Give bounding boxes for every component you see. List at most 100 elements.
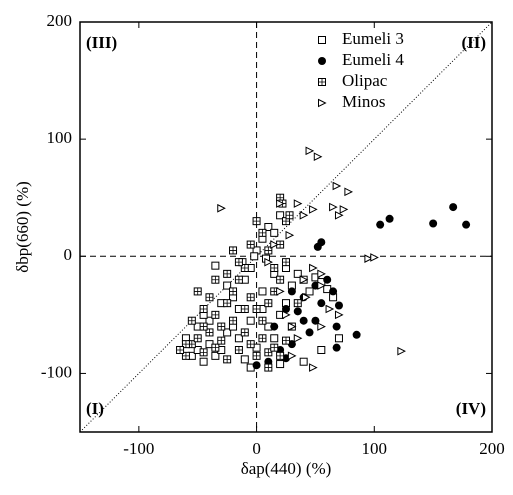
point-cross [205,328,213,336]
point [276,275,285,284]
point [305,146,315,156]
point [276,351,285,360]
point-cross [258,334,266,342]
point-cross [264,364,272,372]
point [176,346,185,354]
point-cross [270,264,278,272]
point [234,334,243,343]
legend-label: Minos [342,92,385,111]
point [211,310,220,319]
point-cross [229,287,237,295]
point-cross [205,293,213,301]
point-cross [200,323,208,331]
point [258,334,267,343]
point [325,304,335,314]
point [318,78,326,86]
point-cross [235,276,243,284]
point [258,316,267,325]
point [318,57,326,65]
point [264,223,273,231]
point [211,351,220,360]
point-cross [264,246,272,254]
point [229,287,238,296]
point [234,258,243,267]
point [329,287,338,296]
y-tick-label: 200 [47,11,73,30]
point [223,328,232,337]
point [429,219,438,228]
point [270,228,279,237]
point [270,264,279,272]
point [270,322,279,331]
point [334,310,344,320]
point [199,322,208,331]
point [229,316,238,325]
point [299,316,308,325]
point-cross [241,328,249,336]
point-cross [223,270,231,278]
point [462,220,471,229]
quadrant-label: (II) [461,33,486,52]
point [282,258,290,267]
point [282,305,290,313]
point-cross [258,229,266,237]
point [264,246,273,255]
point-cross [253,217,261,225]
point [317,299,326,308]
point [302,292,311,302]
point [313,152,323,162]
point [246,293,255,302]
point [285,211,294,220]
point-cross [211,276,219,284]
point [181,351,190,360]
point [287,322,297,331]
y-axis-label: δbp(660) (%) [13,181,32,273]
point [246,340,255,349]
point [311,273,320,282]
point-cross [282,258,290,266]
point [234,275,243,284]
legend-label: Olipac [342,71,388,90]
point-cross [217,323,225,331]
point [270,343,279,352]
point-cross [194,334,202,342]
point-cross [247,241,255,249]
point [334,210,344,220]
point [309,263,318,273]
point [317,346,326,354]
y-tick-label: 100 [47,128,73,147]
point-cross [253,305,261,313]
point-cross [229,317,237,325]
point [264,299,273,308]
point [299,357,308,366]
point [252,351,261,360]
point-cross [176,346,184,354]
y-tick-label: 0 [64,245,73,264]
point [205,328,214,337]
point [299,210,309,220]
point [397,346,406,356]
point [270,334,279,343]
point-cross [276,276,284,284]
point [370,253,379,262]
point-cross [253,352,261,360]
point-cross [229,246,237,254]
point-cross [258,317,266,325]
point-cross [318,78,326,86]
point-cross [241,264,249,272]
quadrant-label: (IV) [456,399,486,418]
point [334,334,343,343]
point [285,230,295,240]
point [240,328,249,337]
point [323,275,332,284]
point [264,257,273,267]
point [317,281,326,290]
point [264,348,273,357]
point [199,305,208,313]
point [293,299,302,308]
point-cross [282,337,290,345]
point [344,187,354,197]
point [240,305,249,313]
one-to-one-line [79,21,493,433]
